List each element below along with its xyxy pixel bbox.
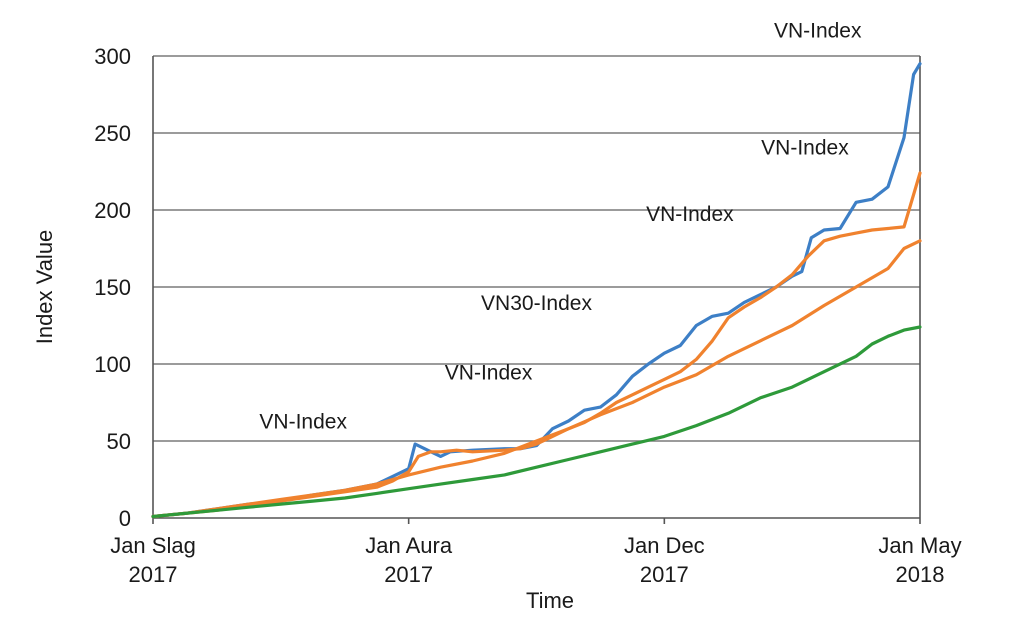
series-annotation: VN-Index — [259, 411, 347, 434]
axes — [152, 56, 921, 519]
series-line-4 — [151, 325, 922, 519]
x-tick-label: Jan Dec — [624, 533, 705, 558]
series-annotation: VN30-Index — [481, 292, 592, 315]
y-tick-labels: 0 50 100 150 200 250 300 — [94, 44, 131, 531]
y-tick-label: 0 — [119, 506, 131, 531]
x-tick-year-label: 2017 — [384, 562, 433, 587]
x-axis-title: Time — [526, 588, 574, 613]
series-annotation: VN-Index — [761, 137, 849, 160]
x-tick-label: Jan May — [878, 533, 961, 558]
y-tick-label: 100 — [94, 352, 131, 377]
x-tick-label: Jan Slag — [110, 533, 196, 558]
x-tick-label: Jan Aura — [365, 533, 453, 558]
series-annotation: VN-Index — [774, 20, 862, 43]
series-line-1 — [151, 62, 922, 519]
series-line-3 — [151, 239, 922, 519]
x-tick-year-label: 2018 — [896, 562, 945, 587]
annotations: VN-Index VN-Index VN-Index VN30-Index VN-Ind… — [259, 20, 862, 434]
series-lines — [151, 62, 922, 519]
series-line-2 — [151, 171, 922, 519]
x-tick-labels: Jan Slag 2017 Jan Aura 2017 Jan Dec 2017 Jan M… — [110, 518, 962, 587]
y-axis-title: Index Value — [32, 230, 57, 345]
y-tick-label: 200 — [94, 198, 131, 223]
series-annotation: VN-Index — [445, 361, 533, 384]
x-tick-year-label: 2017 — [129, 562, 178, 587]
y-tick-label: 250 — [94, 121, 131, 146]
y-tick-label: 50 — [107, 429, 131, 454]
series-annotation: VN-Index — [646, 203, 734, 226]
y-tick-label: 300 — [94, 44, 131, 69]
y-tick-label: 150 — [94, 275, 131, 300]
x-tick-year-label: 2017 — [640, 562, 689, 587]
gridlines — [153, 55, 920, 442]
